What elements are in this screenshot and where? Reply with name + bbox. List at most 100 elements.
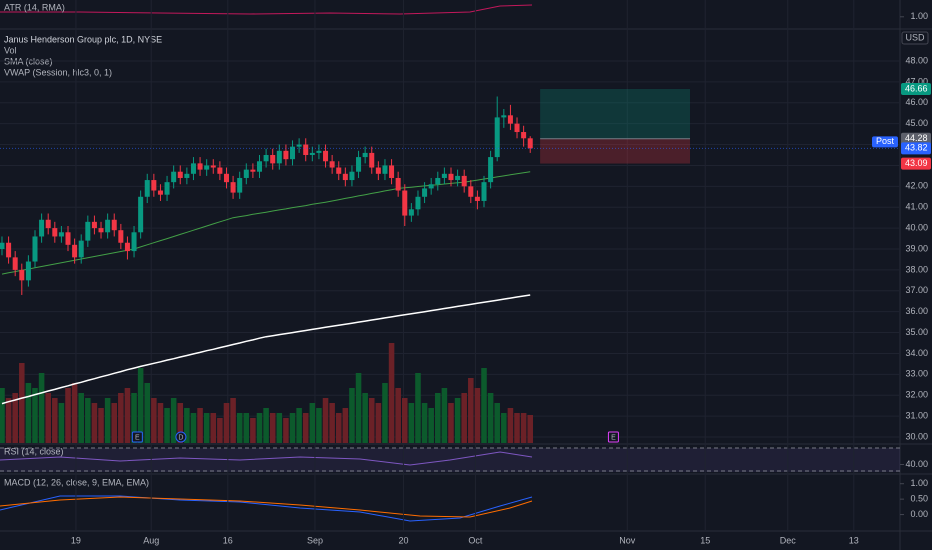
candle-body (138, 196, 144, 233)
price-tag (901, 142, 931, 155)
candle-body (263, 155, 269, 162)
volume-bar (164, 408, 170, 443)
y-tick-label: 31.00 (905, 410, 928, 420)
volume-bar (435, 393, 441, 443)
session-tag (872, 136, 898, 148)
candle-body (415, 196, 421, 210)
volume-bar (25, 383, 32, 443)
event-marker (175, 431, 187, 443)
candle-body (422, 188, 428, 197)
volume-bar (71, 383, 78, 443)
pane-tick-label: 1.00 (910, 478, 928, 488)
candle-body (402, 190, 408, 216)
candle-body (521, 132, 527, 139)
x-tick-label: 16 (223, 535, 233, 545)
candle-body (461, 175, 467, 187)
candle-body (336, 167, 342, 174)
y-tick-label: 47.00 (905, 76, 928, 86)
volume-bar (322, 398, 329, 443)
candle-body (45, 219, 51, 229)
volume-bar (12, 393, 18, 443)
x-tick-label: 20 (398, 535, 408, 545)
volume-bar (269, 413, 276, 443)
volume-bar (481, 368, 487, 443)
candle-body (65, 232, 71, 245)
volume-bar (85, 398, 91, 443)
volume-bar (415, 373, 421, 443)
candle-body (151, 180, 157, 191)
volume-bar (302, 413, 309, 443)
price-tag (901, 82, 931, 95)
x-tick-label: 15 (700, 535, 710, 545)
volume-bar (177, 403, 184, 443)
candle-body (389, 165, 395, 178)
y-tick-label: 33.00 (905, 369, 928, 379)
candle-body (283, 150, 289, 160)
candle-body (349, 171, 355, 181)
volume-bar (289, 413, 296, 443)
event-marker (607, 431, 619, 443)
candle-body (243, 169, 249, 178)
candle-body (210, 165, 216, 168)
volume-bar (375, 403, 382, 443)
volume-bar (520, 413, 527, 443)
y-tick-label: 48.00 (905, 55, 928, 65)
candle-body (468, 186, 474, 197)
volume-bar (441, 388, 448, 443)
y-tick-label: 36.00 (905, 306, 928, 316)
volume-bar (170, 398, 177, 443)
volume-bar (368, 398, 375, 443)
volume-bar (111, 403, 118, 443)
pane-tick-label: 40.00 (905, 459, 928, 469)
volume-bar (494, 403, 500, 443)
y-tick-label: 40.00 (905, 222, 928, 232)
candle-body (408, 209, 414, 216)
macd-line (0, 495, 533, 522)
volume-bar (58, 403, 65, 443)
candle-body (58, 232, 64, 237)
volume-bar (217, 418, 223, 443)
volume-bar (5, 398, 12, 443)
pane-label: RSI (14, close) (4, 446, 64, 456)
volume-bar (65, 388, 71, 443)
candle-body (395, 177, 401, 191)
volume-bar (309, 403, 316, 443)
y-tick-label: 41.00 (905, 202, 928, 212)
volume-bar (349, 388, 355, 443)
candle-body (455, 175, 461, 181)
x-tick-label: Dec (780, 535, 797, 545)
candle-body (118, 230, 124, 243)
candle-body (131, 232, 137, 252)
volume-bar (316, 408, 322, 443)
volume-bar (144, 383, 151, 443)
volume-bar (461, 393, 467, 443)
y-tick-label: 30.00 (905, 431, 928, 441)
candle-body (481, 182, 487, 201)
candle-body (85, 221, 91, 241)
volume-bar (448, 403, 454, 443)
candle-body (296, 144, 302, 147)
volume-bar (342, 408, 349, 443)
x-tick-label: Nov (619, 535, 636, 545)
volume-bar (296, 408, 302, 443)
candle-body (362, 152, 368, 158)
volume-bar (184, 408, 190, 443)
volume-bar (98, 408, 104, 443)
position-target-zone (540, 88, 691, 139)
volume-bar (197, 408, 203, 443)
candle-body (52, 228, 58, 237)
ma-line (1, 171, 531, 275)
pane-label: MACD (12, 26, close, 9, EMA, EMA) (4, 477, 149, 487)
atr-line (0, 4, 533, 15)
candle-body (309, 152, 315, 155)
currency[interactable]: USD (905, 32, 925, 42)
candle-body (164, 182, 170, 195)
volume-bar (137, 368, 144, 443)
volume-bar (223, 403, 230, 443)
x-tick-label: Aug (143, 535, 159, 545)
volume-bar (362, 393, 368, 443)
candle-body (12, 257, 18, 270)
x-tick-label: 19 (71, 535, 81, 545)
currency-box[interactable] (901, 31, 929, 45)
volume-bar (203, 413, 210, 443)
